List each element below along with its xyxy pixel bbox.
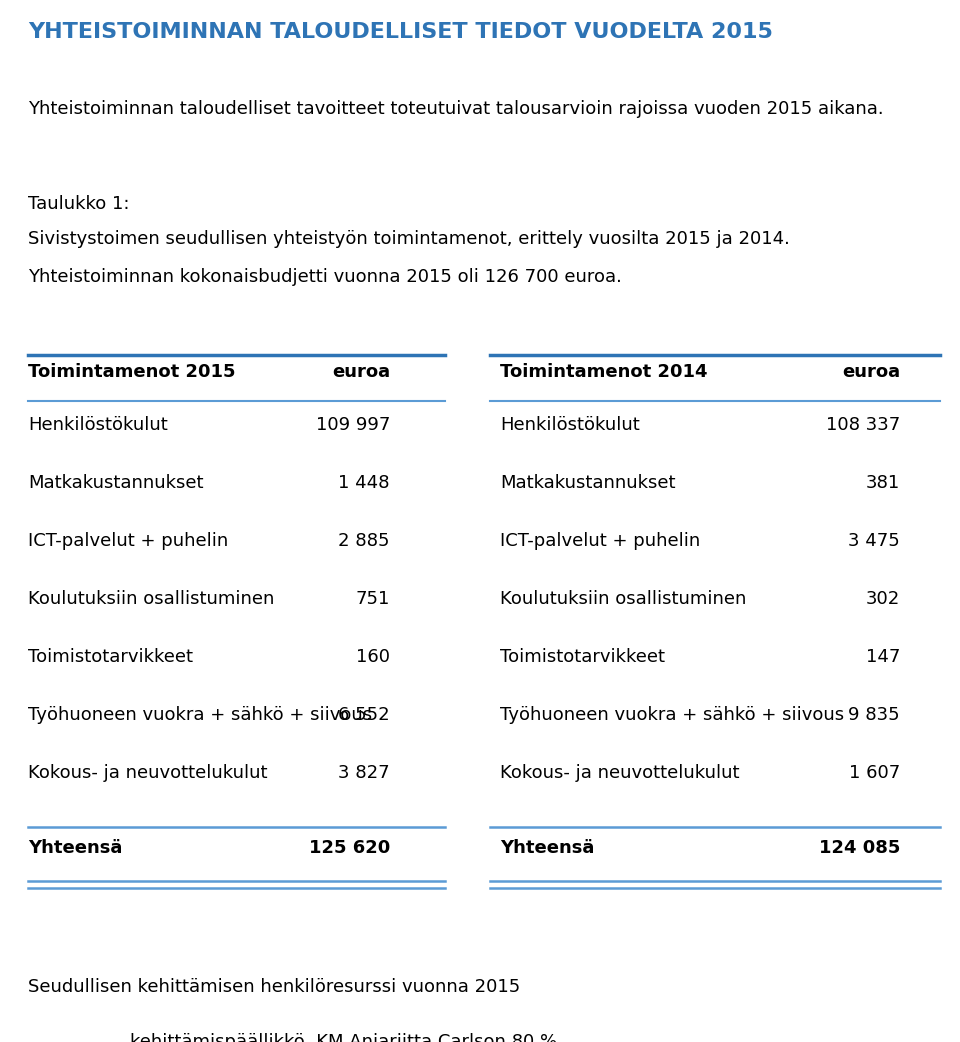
- Text: 3 475: 3 475: [849, 532, 900, 550]
- Text: Työhuoneen vuokra + sähkö + siivous: Työhuoneen vuokra + sähkö + siivous: [500, 706, 844, 724]
- Text: 1 607: 1 607: [849, 764, 900, 782]
- Text: Toimistotarvikkeet: Toimistotarvikkeet: [28, 648, 193, 666]
- Text: kehittämispäällikkö, KM Anjariitta Carlson 80 %: kehittämispäällikkö, KM Anjariitta Carls…: [130, 1033, 557, 1042]
- Text: 9 835: 9 835: [849, 706, 900, 724]
- Text: 160: 160: [356, 648, 390, 666]
- Text: 125 620: 125 620: [309, 839, 390, 857]
- Text: Työhuoneen vuokra + sähkö + siivous: Työhuoneen vuokra + sähkö + siivous: [28, 706, 372, 724]
- Text: Koulutuksiin osallistuminen: Koulutuksiin osallistuminen: [500, 590, 746, 607]
- Text: 751: 751: [355, 590, 390, 607]
- Text: Kokous- ja neuvottelukulut: Kokous- ja neuvottelukulut: [500, 764, 739, 782]
- Text: 147: 147: [866, 648, 900, 666]
- Text: Yhteensä: Yhteensä: [28, 839, 122, 857]
- Text: Sivistystoimen seudullisen yhteistyön toimintamenot, erittely vuosilta 2015 ja 2: Sivistystoimen seudullisen yhteistyön to…: [28, 230, 790, 248]
- Text: 124 085: 124 085: [819, 839, 900, 857]
- Text: 109 997: 109 997: [316, 416, 390, 435]
- Text: Matkakustannukset: Matkakustannukset: [28, 474, 204, 492]
- Text: Henkilöstökulut: Henkilöstökulut: [500, 416, 639, 435]
- Text: 6 552: 6 552: [338, 706, 390, 724]
- Text: Taulukko 1:: Taulukko 1:: [28, 195, 130, 213]
- Text: Seudullisen kehittämisen henkilöresurssi vuonna 2015: Seudullisen kehittämisen henkilöresurssi…: [28, 978, 520, 996]
- Text: ICT-palvelut + puhelin: ICT-palvelut + puhelin: [500, 532, 700, 550]
- Text: ICT-palvelut + puhelin: ICT-palvelut + puhelin: [28, 532, 228, 550]
- Text: 3 827: 3 827: [338, 764, 390, 782]
- Text: Toimintamenot 2014: Toimintamenot 2014: [500, 363, 708, 381]
- Text: Matkakustannukset: Matkakustannukset: [500, 474, 676, 492]
- Text: 1 448: 1 448: [339, 474, 390, 492]
- Text: euroa: euroa: [842, 363, 900, 381]
- Text: Kokous- ja neuvottelukulut: Kokous- ja neuvottelukulut: [28, 764, 268, 782]
- Text: Toimintamenot 2015: Toimintamenot 2015: [28, 363, 235, 381]
- Text: 2 885: 2 885: [339, 532, 390, 550]
- Text: Yhteensä: Yhteensä: [500, 839, 594, 857]
- Text: euroa: euroa: [332, 363, 390, 381]
- Text: 108 337: 108 337: [826, 416, 900, 435]
- Text: Henkilöstökulut: Henkilöstökulut: [28, 416, 168, 435]
- Text: Toimistotarvikkeet: Toimistotarvikkeet: [500, 648, 665, 666]
- Text: YHTEISTOIMINNAN TALOUDELLISET TIEDOT VUODELTA 2015: YHTEISTOIMINNAN TALOUDELLISET TIEDOT VUO…: [28, 22, 773, 42]
- Text: Yhteistoiminnan kokonaisbudjetti vuonna 2015 oli 126 700 euroa.: Yhteistoiminnan kokonaisbudjetti vuonna …: [28, 268, 622, 286]
- Text: Yhteistoiminnan taloudelliset tavoitteet toteutuivat talousarvioin rajoissa vuod: Yhteistoiminnan taloudelliset tavoitteet…: [28, 100, 883, 118]
- Text: Koulutuksiin osallistuminen: Koulutuksiin osallistuminen: [28, 590, 275, 607]
- Text: 302: 302: [866, 590, 900, 607]
- Text: 381: 381: [866, 474, 900, 492]
